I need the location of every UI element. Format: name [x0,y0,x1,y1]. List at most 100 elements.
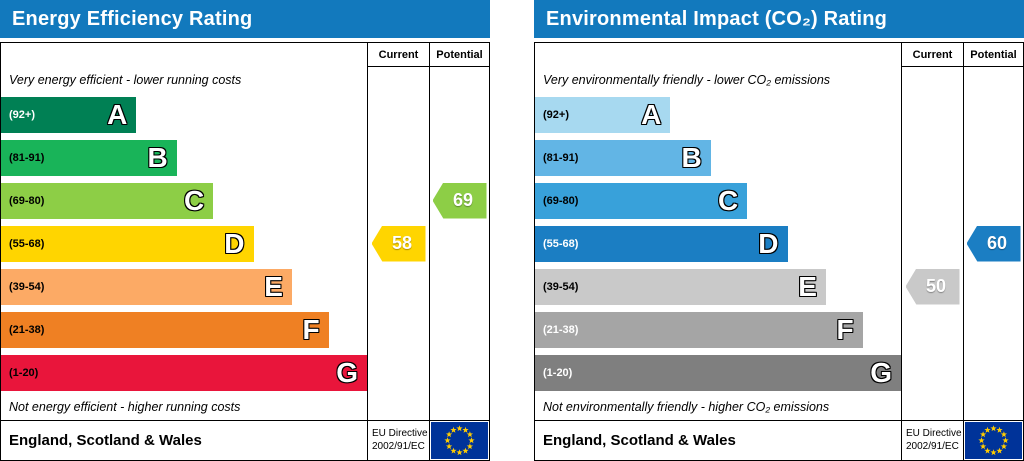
band-letter: C [184,184,205,216]
potential-column-cell: 60 [963,222,1023,265]
band-range-label: (92+) [9,108,35,121]
band-letter: D [758,227,779,259]
band-letter: E [264,270,283,302]
band-range-label: (39-54) [543,280,579,293]
band-letter: B [681,141,702,173]
current-column-cell [367,179,429,222]
current-column-cell [367,351,429,394]
band-bar-a: (92+) A [1,96,137,133]
potential-column-cell [963,93,1023,136]
current-column-spacer [901,394,963,420]
band-row-d: (55-68) D 58 [1,222,489,265]
band-range-label: (39-54) [9,280,45,293]
eu-directive-line1: EU Directive [906,428,962,439]
band-bar-e: (39-54) E [535,268,826,305]
top-label-row: Very energy efficient - lower running co… [1,67,489,93]
eu-directive-line2: 2002/91/EC [906,440,959,452]
band-range-label: (69-80) [9,194,45,207]
environmental-panel-title: Environmental Impact (CO₂) Rating [534,0,1024,38]
energy-panel-title: Energy Efficiency Rating [0,0,490,38]
potential-rating-tag: 69 [432,182,487,219]
panel-footer: England, Scotland & Wales EU Directive 2… [1,420,489,460]
bottom-scale-label: Not environmentally friendly - higher CO… [543,400,830,414]
potential-column-cell: 69 [429,179,489,222]
eu-flag-icon [965,422,1022,459]
current-column-cell [367,308,429,351]
potential-column-cell [963,265,1023,308]
potential-column-spacer [429,67,489,93]
band-bar-g: (1-20) G [535,354,901,391]
band-letter: E [798,270,817,302]
band-row-c: (69-80) C [535,179,1023,222]
environmental-bands: (92+) A (81-91) B (69-80) C (55-68) D 60 (39-54) E… [535,93,1023,394]
band-letter: F [836,313,854,345]
band-row-g: (1-20) G [1,351,489,394]
potential-rating-tag: 60 [966,225,1021,262]
environmental-panel-table: Current Potential Very environmentally f… [534,42,1024,461]
band-letter: D [224,227,245,259]
potential-column-cell [429,136,489,179]
band-range-label: (81-91) [543,151,579,164]
column-header-spacer [535,43,901,67]
current-column-cell [901,136,963,179]
band-row-a: (92+) A [535,93,1023,136]
eu-directive-label: EU Directive 2002/91/EC [367,421,429,460]
band-bar-a: (92+) A [535,96,671,133]
potential-column-cell [963,179,1023,222]
eu-directive-line1: EU Directive [372,428,428,439]
current-column-header: Current [901,43,963,67]
band-range-label: (1-20) [543,366,573,379]
energy-panel-table: Current Potential Very energy efficient … [0,42,490,461]
band-range-label: (55-68) [9,237,45,250]
potential-column-cell [963,136,1023,179]
panel-footer: England, Scotland & Wales EU Directive 2… [535,420,1023,460]
current-column-cell [901,308,963,351]
band-range-label: (69-80) [543,194,579,207]
band-bar-f: (21-38) F [1,311,329,348]
current-column-cell [367,265,429,308]
potential-column-spacer [963,67,1023,93]
band-letter: C [718,184,739,216]
top-scale-label: Very environmentally friendly - lower CO… [543,73,831,87]
column-header-row: Current Potential [1,43,489,67]
band-range-label: (1-20) [9,366,39,379]
potential-column-cell [429,222,489,265]
eu-directive-label: EU Directive 2002/91/EC [901,421,963,460]
current-column-spacer [367,394,429,420]
current-column-cell [901,93,963,136]
bottom-scale-label: Not energy efficient - higher running co… [9,400,241,414]
band-range-label: (81-91) [9,151,45,164]
potential-column-cell [429,265,489,308]
current-column-cell: 58 [367,222,429,265]
potential-column-spacer [429,394,489,420]
band-row-e: (39-54) E [1,265,489,308]
potential-column-cell [963,308,1023,351]
potential-column-header: Potential [429,43,489,67]
band-row-b: (81-91) B [535,136,1023,179]
band-bar-g: (1-20) G [1,354,367,391]
column-header-spacer [1,43,367,67]
current-column-spacer [367,67,429,93]
band-row-d: (55-68) D 60 [535,222,1023,265]
potential-column-cell [429,308,489,351]
current-column-cell [901,222,963,265]
band-bar-d: (55-68) D [1,225,254,262]
band-letter: A [107,98,128,130]
band-row-e: (39-54) E 50 [535,265,1023,308]
current-column-cell [901,351,963,394]
band-row-f: (21-38) F [535,308,1023,351]
current-column-header: Current [367,43,429,67]
band-bar-b: (81-91) B [1,139,177,176]
region-label: England, Scotland & Wales [543,432,736,449]
current-column-cell [367,136,429,179]
band-letter: F [302,313,320,345]
band-bar-e: (39-54) E [1,268,292,305]
band-letter: A [641,98,662,130]
column-header-row: Current Potential [535,43,1023,67]
band-bar-c: (69-80) C [535,182,748,219]
bottom-label-row: Not environmentally friendly - higher CO… [535,394,1023,420]
bottom-label-row: Not energy efficient - higher running co… [1,394,489,420]
current-column-spacer [901,67,963,93]
potential-column-cell [963,351,1023,394]
